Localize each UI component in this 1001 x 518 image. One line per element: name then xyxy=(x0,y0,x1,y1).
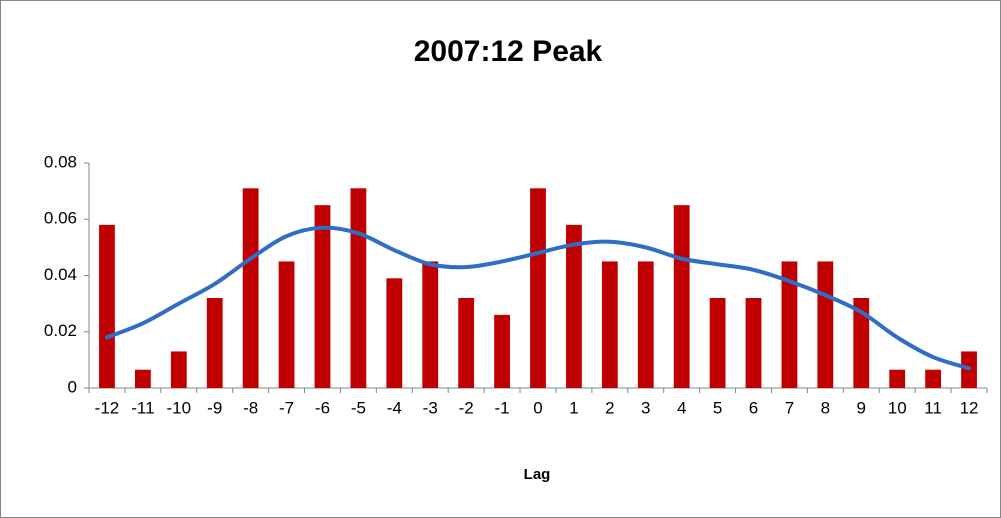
x-tick-label: 5 xyxy=(713,398,722,417)
x-tick-label: 1 xyxy=(569,398,578,417)
bar xyxy=(242,188,259,388)
x-tick-label: 3 xyxy=(641,398,650,417)
bar xyxy=(206,298,223,388)
x-tick-label: -7 xyxy=(279,398,294,417)
bar xyxy=(278,261,295,388)
x-tick-label: -1 xyxy=(495,398,510,417)
x-tick-label: 7 xyxy=(785,398,794,417)
x-axis-title: Lag xyxy=(524,466,551,483)
bar xyxy=(350,188,367,388)
x-tick-label: 0 xyxy=(533,398,542,417)
x-tick-label: -9 xyxy=(207,398,222,417)
bar xyxy=(170,351,187,388)
line xyxy=(104,225,972,371)
bar xyxy=(566,224,582,388)
x-tick-label: -8 xyxy=(243,398,258,417)
y-tick-label: 0.02 xyxy=(44,321,77,340)
bar xyxy=(314,205,331,388)
bar xyxy=(494,314,510,388)
bar xyxy=(853,298,870,388)
bar xyxy=(99,224,115,388)
y-tick-label: 0.08 xyxy=(44,152,77,171)
bar xyxy=(781,261,798,388)
bar xyxy=(889,369,906,388)
x-tick-label: 12 xyxy=(960,398,979,417)
x-tick-label: 8 xyxy=(821,398,830,417)
x-tick-label: -2 xyxy=(459,398,474,417)
x-tick-label: 10 xyxy=(888,398,907,417)
x-tick-label: -4 xyxy=(387,398,402,417)
chart-title: 2007:12 Peak xyxy=(414,35,603,68)
bar xyxy=(422,261,439,388)
x-tick-label: 9 xyxy=(857,398,866,417)
bar xyxy=(458,298,475,388)
bar xyxy=(709,298,726,388)
bar xyxy=(386,278,403,388)
x-tick-label: -12 xyxy=(95,398,120,417)
x-tick-label: 11 xyxy=(924,398,942,417)
y-tick-label: 0.06 xyxy=(44,209,77,228)
x-tick-label: -10 xyxy=(167,398,192,417)
x-tick-label: 4 xyxy=(677,398,686,417)
bar xyxy=(530,188,546,388)
bar xyxy=(601,261,618,388)
bar xyxy=(817,261,834,388)
bar xyxy=(925,369,942,388)
bar xyxy=(637,261,654,388)
x-tick-label: -5 xyxy=(351,398,366,417)
x-tick-label: -3 xyxy=(423,398,438,417)
bar xyxy=(745,298,762,388)
bar xyxy=(134,369,151,388)
x-tick-label: 2 xyxy=(605,398,614,417)
y-tick-label: 0 xyxy=(68,377,77,396)
x-tick-label: -11 xyxy=(131,398,154,417)
bar xyxy=(673,205,690,388)
x-tick-label: 6 xyxy=(749,398,758,417)
x-tick-label: -6 xyxy=(315,398,330,417)
y-tick-label: 0.04 xyxy=(44,265,77,284)
